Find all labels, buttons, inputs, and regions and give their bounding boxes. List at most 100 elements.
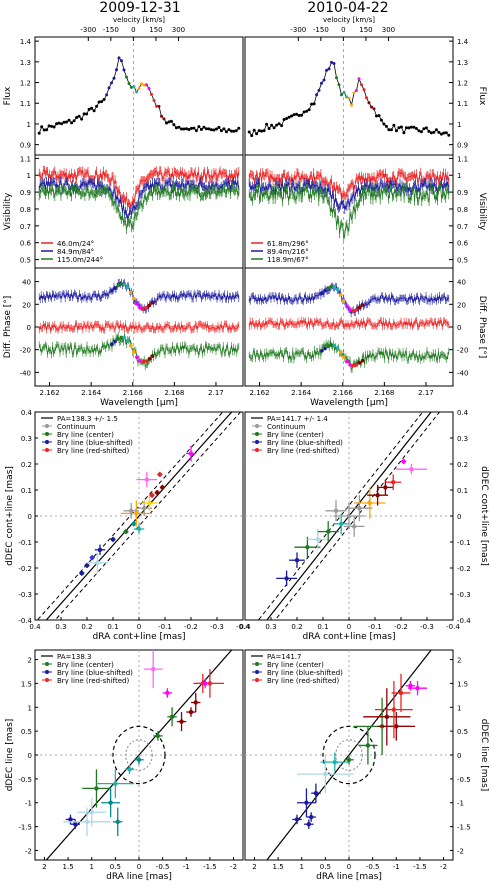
spectrum-point [290,114,294,118]
spectrum-point [262,129,266,133]
spectrum-point [360,83,363,87]
photocenter-point [305,545,310,550]
photocenter-point [415,685,420,691]
photocenter-point [326,529,331,534]
wavelength-tick-label: 2.164 [81,389,102,397]
x-tick-label: 0 [137,623,141,631]
flux-axis-label-right: Flux [477,87,487,106]
spectrum-point [404,126,408,130]
spectrum-point [197,125,201,129]
visibility-tick-label: 0.9 [20,189,31,197]
x-tick-label: -0.3 [420,623,434,631]
x-axis-label: dRA cont+line [mas] [303,632,396,642]
velocity-axis-label: velocity [km/s] [323,16,375,24]
legend-label: PA=141.7 +/- 1.4 [267,415,328,423]
legend-label: Brγ line (center) [57,661,114,669]
spectrum-point [412,125,416,129]
legend-label: 118.9m/67° [267,256,309,264]
spectrum-point [152,98,156,102]
wavelength-tick-label: 2.166 [333,389,354,397]
spectrum-point [182,127,186,131]
legend-swatch [255,670,259,674]
spectrum-point [72,119,76,123]
photocenter-point [129,508,134,513]
legend-label: Brγ line (red-shifted) [267,677,340,685]
x-tick-label: -1.5 [413,863,427,871]
spectrum-point [312,102,316,106]
x-tick-label: 0 [347,863,351,871]
phase-point [323,288,327,293]
legend-label: Brγ line (red-shifted) [57,677,130,685]
y-tick-label: 0 [457,513,461,521]
plot-area [35,650,243,860]
spectrum-point [67,118,71,122]
legend-label: PA=141.7 [267,653,301,661]
spectrum-point [297,114,301,117]
legend-swatch [255,424,259,428]
phase-line [38,333,239,369]
phase-point [323,346,327,351]
spectrum-point [307,108,311,112]
photocenter-point [68,817,73,822]
spectrum-point [199,128,203,131]
wavelength-axis-label: Wavelength [µm] [100,398,178,408]
wavelength-tick-label: 2.166 [123,389,144,397]
spectrum-point [247,130,251,134]
phase-point [332,343,337,348]
spectrum-point [434,128,438,132]
spectrum-point [419,130,423,134]
y-axis-label-right: dDEC line [mas] [479,719,489,792]
spectrum-point [345,95,348,99]
x-axis-label: dRA cont+line [mas] [93,632,186,642]
spectrum-point [389,128,393,132]
photocenter-point [339,521,344,526]
phase-point [116,337,120,341]
legend-swatch [45,662,49,666]
phase-line [248,340,450,370]
phase-point [119,335,124,340]
wavelength-tick-label: 2.164 [291,389,312,397]
legend-swatch [45,670,49,674]
spectrum-point [214,127,218,131]
photocenter-point [188,451,194,456]
photocenter-point [94,786,99,791]
phase-tick-label: -40 [20,369,31,377]
spectrum-point [207,127,211,131]
spectrum-point [370,105,373,109]
flux-tick-label: 0.9 [457,142,468,150]
phase-tick-label: 0 [457,324,461,332]
spectrum-point [300,113,304,117]
photocenter-point [127,767,132,772]
spectrum-point [330,60,333,64]
photocenter-point [72,822,78,827]
photocenter-point [367,500,372,506]
phase-point [342,298,346,303]
spectrum-point [442,131,446,135]
x-tick-label: 0.4 [29,623,41,631]
photocenter-point [188,709,194,715]
spectrum-point [355,88,358,92]
wavelength-tick-label: 2.17 [208,389,224,397]
spectrum-point [227,128,231,132]
spectrum-point [320,81,323,85]
spectrum-point [47,124,51,128]
spectrum-point [85,112,89,116]
wavelength-tick-label: 2.162 [40,389,60,397]
flux-tick-label: 1.1 [457,100,468,108]
phase-point [335,287,340,292]
visibility-tick-label: 0.5 [20,257,31,265]
x-tick-label: 0 [137,863,141,871]
phase-point [141,360,145,364]
spectrum-point [160,114,163,118]
spectrum-point [387,128,391,132]
wavelength-tick-label: 2.162 [250,389,270,397]
phase-axis-label-right: Diff. Phase [°] [477,296,487,359]
spectrum-point [317,88,321,92]
phase-point [147,303,152,308]
phase-tick-label: -20 [20,347,31,355]
flux-tick-label: 1.4 [20,38,32,46]
spectrum-point [277,122,281,126]
spectrum-point [270,123,274,127]
x-tick-label: 0.3 [55,623,66,631]
spectrum-point [322,78,326,82]
